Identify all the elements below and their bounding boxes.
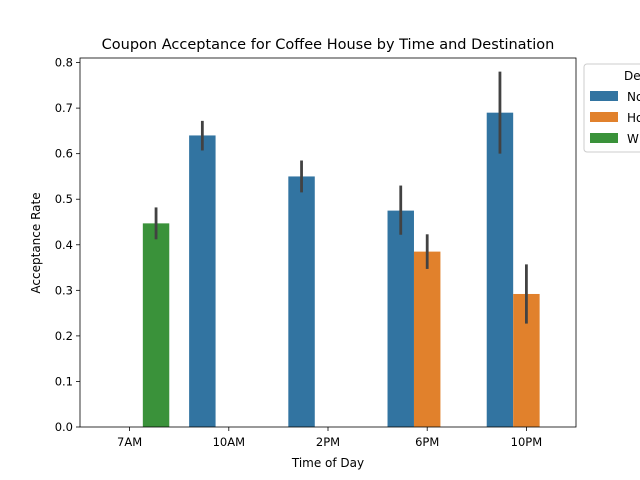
x-axis-label: Time of Day (291, 456, 364, 470)
legend-title: De (624, 69, 640, 83)
legend: De No Ho W (583, 63, 640, 153)
y-axis: 0.0 0.1 0.2 0.3 0.4 0.5 0.6 0.7 0.8 (55, 56, 80, 434)
legend-label-ho: Ho (627, 111, 640, 125)
legend-swatch-ho (590, 112, 618, 122)
bar-no-2pm (288, 176, 315, 427)
y-tick-label: 0.1 (55, 374, 73, 388)
legend-swatch-w (590, 133, 618, 143)
bar-no-10pm (486, 112, 514, 428)
bars-layer (142, 112, 540, 428)
bar-w-7am (142, 223, 170, 427)
bar-no-10am (189, 135, 216, 427)
y-tick-label: 0.8 (55, 56, 73, 70)
y-tick-label: 0.2 (55, 329, 73, 343)
legend-frame (583, 63, 640, 153)
y-tick-label: 0.3 (55, 283, 73, 297)
x-tick-label: 6PM (415, 435, 439, 449)
y-tick-label: 0.0 (55, 420, 73, 434)
x-axis: 7AM 10AM 2PM 6PM 10PM (117, 427, 542, 449)
legend-label-no: No (627, 90, 640, 104)
y-tick-label: 0.7 (55, 101, 73, 115)
bar-no-6pm (387, 210, 414, 427)
y-tick-label: 0.4 (55, 238, 73, 252)
error-bars-layer (154, 71, 528, 324)
bar-ho-6pm (413, 251, 441, 427)
legend-items: No Ho W (590, 90, 640, 146)
y-tick-label: 0.6 (55, 147, 73, 161)
x-tick-label: 10PM (511, 435, 543, 449)
x-tick-label: 10AM (213, 435, 245, 449)
legend-swatch-no (590, 91, 618, 101)
chart-title: Coupon Acceptance for Coffee House by Ti… (102, 37, 555, 53)
x-tick-label: 7AM (117, 435, 142, 449)
y-axis-label: Acceptance Rate (29, 192, 43, 293)
y-tick-label: 0.5 (55, 192, 73, 206)
x-tick-label: 2PM (316, 435, 340, 449)
legend-label-w: W (627, 132, 639, 146)
